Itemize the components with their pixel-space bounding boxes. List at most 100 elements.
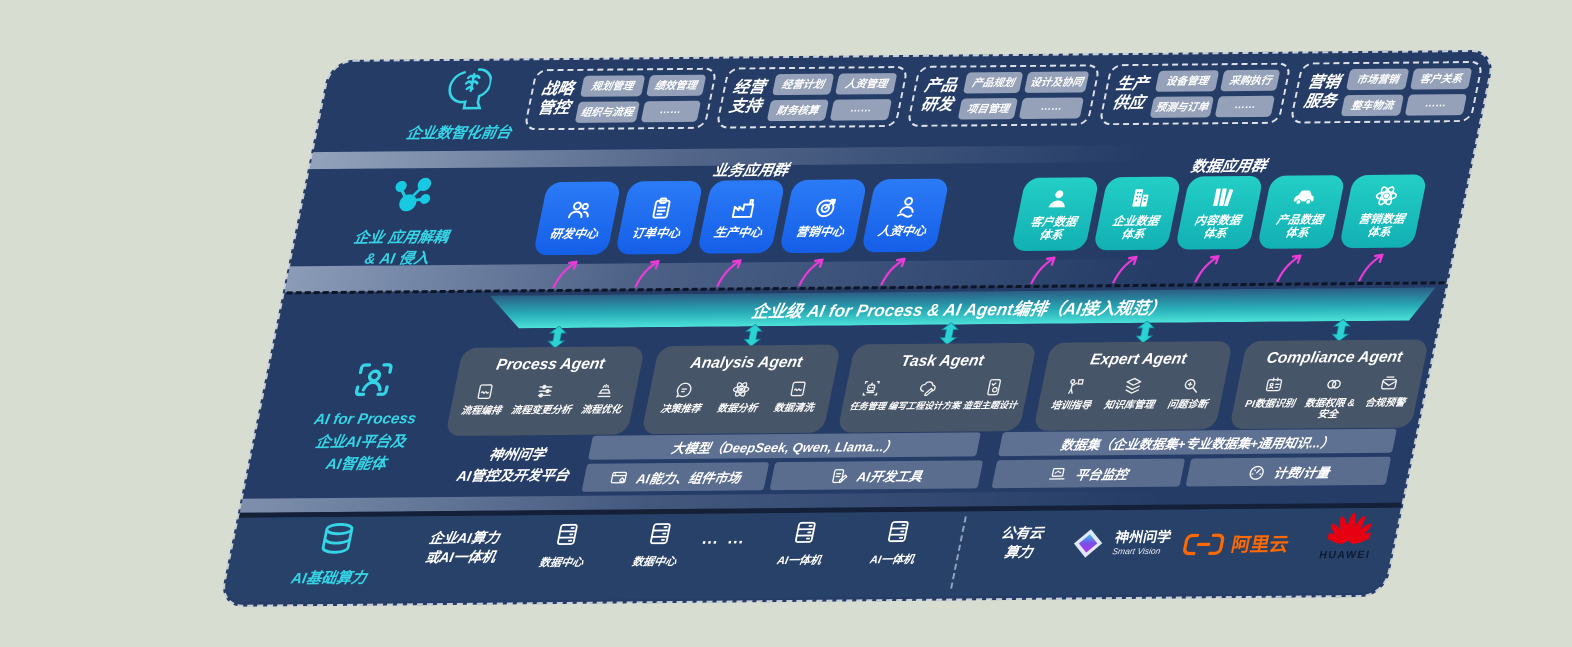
double-arrow xyxy=(1135,320,1155,344)
server-icon xyxy=(887,520,909,543)
chip: …… xyxy=(1019,97,1084,119)
gauge-icon xyxy=(1248,465,1265,480)
magenta-arrow xyxy=(1112,255,1138,284)
tile-label: 产品数据 体系 xyxy=(1275,214,1324,240)
ai-platform-rail: AI for Process 企业AI平台及 AI智能体 xyxy=(271,357,460,477)
data-atom-icon xyxy=(731,380,751,399)
model-cells: AI能力、组件市场 AI开发工具 xyxy=(581,460,984,492)
compute-label: AI基础算力 xyxy=(289,569,369,588)
group-operation: 经营 支持 经营计划 人资管理 财务核算 …… xyxy=(714,65,909,129)
chip: 产品规划 xyxy=(963,71,1024,94)
vendor-name: 神州问学 xyxy=(1113,528,1173,546)
group-title: 营销 服务 xyxy=(1302,74,1342,111)
tile-enterprise-data: 企业数据 体系 xyxy=(1092,176,1182,251)
tile-label: 内容数据 体系 xyxy=(1193,214,1242,241)
tile-label: 客户数据 体系 xyxy=(1029,216,1078,242)
magenta-arrow xyxy=(1193,255,1220,283)
enterprise-compute-label: 企业AI算力 或AI一体机 xyxy=(423,529,501,566)
scan-person-icon xyxy=(354,363,393,397)
chip: 财务核算 xyxy=(766,99,829,122)
server-icon xyxy=(649,523,671,545)
ai-platform-label: AI for Process 企业AI平台及 AI智能体 xyxy=(312,410,418,474)
magenta-arrow xyxy=(716,259,742,287)
laptop-icon xyxy=(1049,467,1068,480)
magenta-arrow xyxy=(798,258,824,287)
feature: 任务管理 xyxy=(849,378,892,412)
magenta-arrow xyxy=(1275,254,1302,283)
server-icon xyxy=(556,523,578,546)
agent-card-compliance: Compliance Agent PI数据识别 数据权限 & 安全 合规预警 xyxy=(1229,339,1430,430)
double-arrow xyxy=(547,325,567,349)
chip: …… xyxy=(1215,95,1276,118)
agent-title: Analysis Agent xyxy=(689,353,804,372)
feature: 数据分析 xyxy=(716,379,763,415)
chip: 市场营销 xyxy=(1346,68,1409,91)
model-bar: 大模型（DeepSeek, Qwen, Llama...） xyxy=(588,432,981,460)
optimize-spark-icon xyxy=(597,384,613,398)
building-icon xyxy=(1132,188,1150,207)
agent-card-expert: Expert Agent 培训指导 知识库管理 问题诊断 xyxy=(1033,341,1234,431)
group-production: 生产 供应 设备管理 采购执行 预测与订单 …… xyxy=(1098,62,1293,126)
chip: 设备管理 xyxy=(1154,70,1220,92)
feature: 培训指导 xyxy=(1050,376,1097,412)
tile-label: 人资中心 xyxy=(876,223,928,238)
band-edge-highlight xyxy=(239,488,1405,513)
diagnose-scope-icon xyxy=(1183,378,1200,393)
database-icon xyxy=(321,523,353,554)
design-tablet-icon xyxy=(986,378,1001,396)
feature: 流程变更分析 xyxy=(510,381,577,416)
factory-icon xyxy=(731,198,755,218)
id-card-icon xyxy=(1265,377,1283,392)
hr-people-icon xyxy=(896,196,917,218)
magenta-arrow xyxy=(552,260,578,289)
atom-icon xyxy=(1373,184,1400,207)
rings-icon xyxy=(1326,379,1342,389)
tile-label: 营销数据 体系 xyxy=(1357,213,1406,239)
feature: 问题诊断 xyxy=(1166,375,1213,411)
tile-customer-data: 客户数据 体系 xyxy=(1010,177,1100,252)
feature: 知识库管理 xyxy=(1103,376,1160,411)
ai-devtools-cell: AI开发工具 xyxy=(769,460,984,491)
dataset-bar: 数据集（企业数据集+专业数据集+通用知识...） xyxy=(998,428,1397,457)
decision-chat-icon xyxy=(675,382,694,398)
shenzhou-wenxue-logo-icon xyxy=(1073,529,1103,558)
flow-doc-icon xyxy=(477,384,493,400)
monitoring-cell: 平台监控 xyxy=(991,458,1186,489)
front-office-groups: 战略 管控 规划管理 绩效管理 组织与流程 …… 经营 支持 经营计划 人资管理… xyxy=(523,60,1484,131)
business-tiles: 研发中心 订单中心 生产中心 营销中心 人资中心 xyxy=(532,178,950,256)
ai-appliance-node: AI一体机 xyxy=(859,518,933,568)
chip: 组织与流程 xyxy=(574,101,640,123)
clipboard-icon xyxy=(651,197,671,219)
ai-appliance-node: AI一体机 xyxy=(766,519,840,569)
chip: 项目管理 xyxy=(957,97,1019,120)
band-separator xyxy=(238,502,1402,518)
magenta-arrow xyxy=(1030,256,1056,285)
front-office-rail: 企业数智化前台 xyxy=(377,64,553,144)
compute-rail: AI基础算力 xyxy=(254,519,413,588)
double-arrow xyxy=(939,322,959,345)
component-market-icon xyxy=(611,471,628,483)
magenta-arrow xyxy=(880,257,906,286)
chip: 设计及协同 xyxy=(1024,71,1090,93)
front-office-label: 企业数智化前台 xyxy=(404,124,514,143)
vendor-huawei: HUAWEI xyxy=(1318,512,1379,561)
tile-label: 研发中心 xyxy=(548,226,600,241)
alibaba-cloud-logo-icon xyxy=(1183,533,1225,555)
ellipsis: … … xyxy=(699,528,749,548)
agent-title: Compliance Agent xyxy=(1265,348,1404,367)
platform-label: 神州问学 AI管控及开发平台 xyxy=(455,446,571,484)
people-icon xyxy=(567,201,592,218)
agent-card-process: Process Agent 流程编排 流程变更分析 流程优化 xyxy=(445,346,646,437)
orchestration-label: 企业级 AI for Process & AI Agent编排（AI接入规范） xyxy=(749,298,1168,322)
tile-order-center: 订单中心 xyxy=(614,180,704,255)
vendor-alibaba-cloud: 阿里云 xyxy=(1181,530,1292,558)
tile-label: 生产中心 xyxy=(712,224,764,240)
tile-marketing-data: 营销数据 体系 xyxy=(1338,174,1428,249)
tile-rd-center: 研发中心 xyxy=(532,181,622,256)
tile-product-data: 产品数据 体系 xyxy=(1256,175,1346,249)
chip: 整车物流 xyxy=(1341,94,1404,117)
target-icon xyxy=(814,198,836,217)
chip: …… xyxy=(640,100,701,123)
group-title: 战略 管控 xyxy=(536,80,576,117)
public-cloud-label: 公有云 算力 xyxy=(999,524,1045,561)
